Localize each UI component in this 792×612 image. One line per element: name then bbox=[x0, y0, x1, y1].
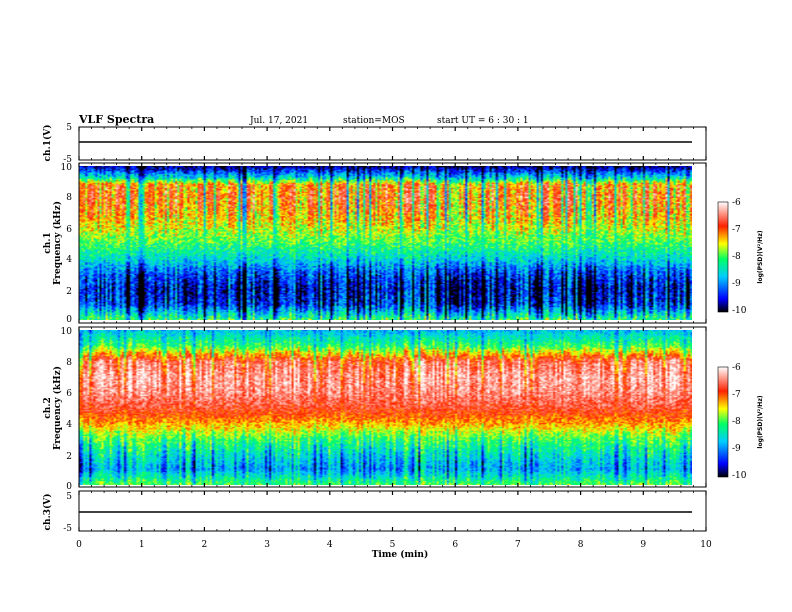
cb1-tick-m10: -10 bbox=[732, 306, 747, 316]
cb2-tick-m8: -8 bbox=[732, 417, 741, 427]
time-tick-label-1: 1 bbox=[139, 540, 145, 550]
ch2-colorbar: -6 -7 -8 -9 -10 log(PSD)(V²/Hz) bbox=[717, 363, 764, 481]
ch2-ytick-4: 4 bbox=[66, 420, 72, 430]
ch2-spectrogram-image bbox=[79, 330, 692, 485]
ch2-spec-ylabel-ch: ch.2 bbox=[43, 397, 53, 418]
time-tick-label-9: 9 bbox=[640, 540, 646, 550]
ch2-ytick-10: 10 bbox=[61, 327, 73, 337]
ch1-colorbar: -6 -7 -8 -9 -10 log(PSD)(V²/Hz) bbox=[717, 198, 764, 316]
time-tick-label-2: 2 bbox=[202, 540, 208, 550]
cb2-tick-m7: -7 bbox=[732, 390, 741, 400]
time-tick-label-7: 7 bbox=[515, 540, 521, 550]
cb1-tick-m7: -7 bbox=[732, 225, 741, 235]
ch1-ytick-0: 0 bbox=[66, 315, 72, 325]
time-tick-label-4: 4 bbox=[327, 540, 333, 550]
ch2-yticks: 0 2 4 6 8 10 bbox=[61, 327, 73, 492]
time-tick-label-6: 6 bbox=[452, 540, 458, 550]
ch3-ytick-bottom: -5 bbox=[63, 524, 72, 534]
ch1-colorbar-gradient bbox=[717, 201, 729, 313]
cb2-tick-m6: -6 bbox=[732, 363, 741, 373]
time-axis-label: Time (min) bbox=[372, 549, 429, 560]
ch1-ytick-bottom: -5 bbox=[63, 155, 72, 165]
cb2-label: log(PSD)(V²/Hz) bbox=[757, 395, 764, 448]
cb1-tick-m6: -6 bbox=[732, 198, 741, 208]
ch2-ytick-8: 8 bbox=[66, 358, 72, 368]
date-label: Jul. 17, 2021 bbox=[249, 116, 308, 126]
time-tick-label-10: 10 bbox=[700, 540, 712, 550]
ch2-colorbar-gradient bbox=[717, 366, 729, 478]
cb2-tick-m9: -9 bbox=[732, 444, 741, 454]
ch1-ytick-top: 5 bbox=[66, 123, 72, 133]
cb1-tick-m9: -9 bbox=[732, 279, 741, 289]
ch1-ytick-4: 4 bbox=[66, 255, 72, 265]
time-axis-ticks bbox=[78, 127, 707, 531]
cb2-tick-m10: -10 bbox=[732, 471, 747, 481]
time-axis-tick-labels: 0 1 2 3 4 5 6 7 8 9 10 bbox=[76, 540, 712, 550]
ch3-ytick-top: 5 bbox=[66, 492, 72, 502]
cb1-label: log(PSD)(V²/Hz) bbox=[757, 230, 764, 283]
time-tick-label-5: 5 bbox=[390, 540, 396, 550]
ch2-ytick-0: 0 bbox=[66, 482, 72, 492]
ch1-waveform-ylabel: ch.1(V) bbox=[42, 125, 53, 162]
ch1-spec-ylabel-freq: Frequency (kHz) bbox=[52, 201, 63, 285]
ch1-ytick-2: 2 bbox=[66, 287, 72, 297]
ch1-spectrogram-image bbox=[79, 166, 692, 320]
start-time-label: start UT = 6 : 30 : 1 bbox=[437, 116, 529, 126]
ch2-spec-ylabel-freq: Frequency (kHz) bbox=[52, 366, 63, 450]
ch2-ytick-2: 2 bbox=[66, 452, 72, 462]
ch2-spectrogram-panel: 0 2 4 6 8 10 ch.2 Frequency (kHz) bbox=[43, 326, 707, 492]
ch2-ytick-6: 6 bbox=[66, 389, 72, 399]
cb1-tick-m8: -8 bbox=[732, 252, 741, 262]
ch1-ytick-8: 8 bbox=[66, 193, 72, 203]
ch1-spectrogram-panel: 0 2 4 6 8 10 ch.1 Frequency (kHz) bbox=[43, 162, 707, 325]
ch3-waveform-ylabel: ch.3(V) bbox=[42, 494, 53, 531]
ch1-yticks: 0 2 4 6 8 10 bbox=[61, 163, 73, 325]
ch1-ytick-10: 10 bbox=[61, 163, 73, 173]
time-tick-label-8: 8 bbox=[578, 540, 584, 550]
ch1-spec-ylabel-ch: ch.1 bbox=[43, 232, 53, 253]
figure-title: VLF Spectra bbox=[78, 113, 154, 126]
time-tick-label-0: 0 bbox=[76, 540, 82, 550]
ch1-ytick-6: 6 bbox=[66, 225, 72, 235]
time-tick-label-3: 3 bbox=[264, 540, 270, 550]
station-label: station=MOS bbox=[343, 116, 405, 126]
